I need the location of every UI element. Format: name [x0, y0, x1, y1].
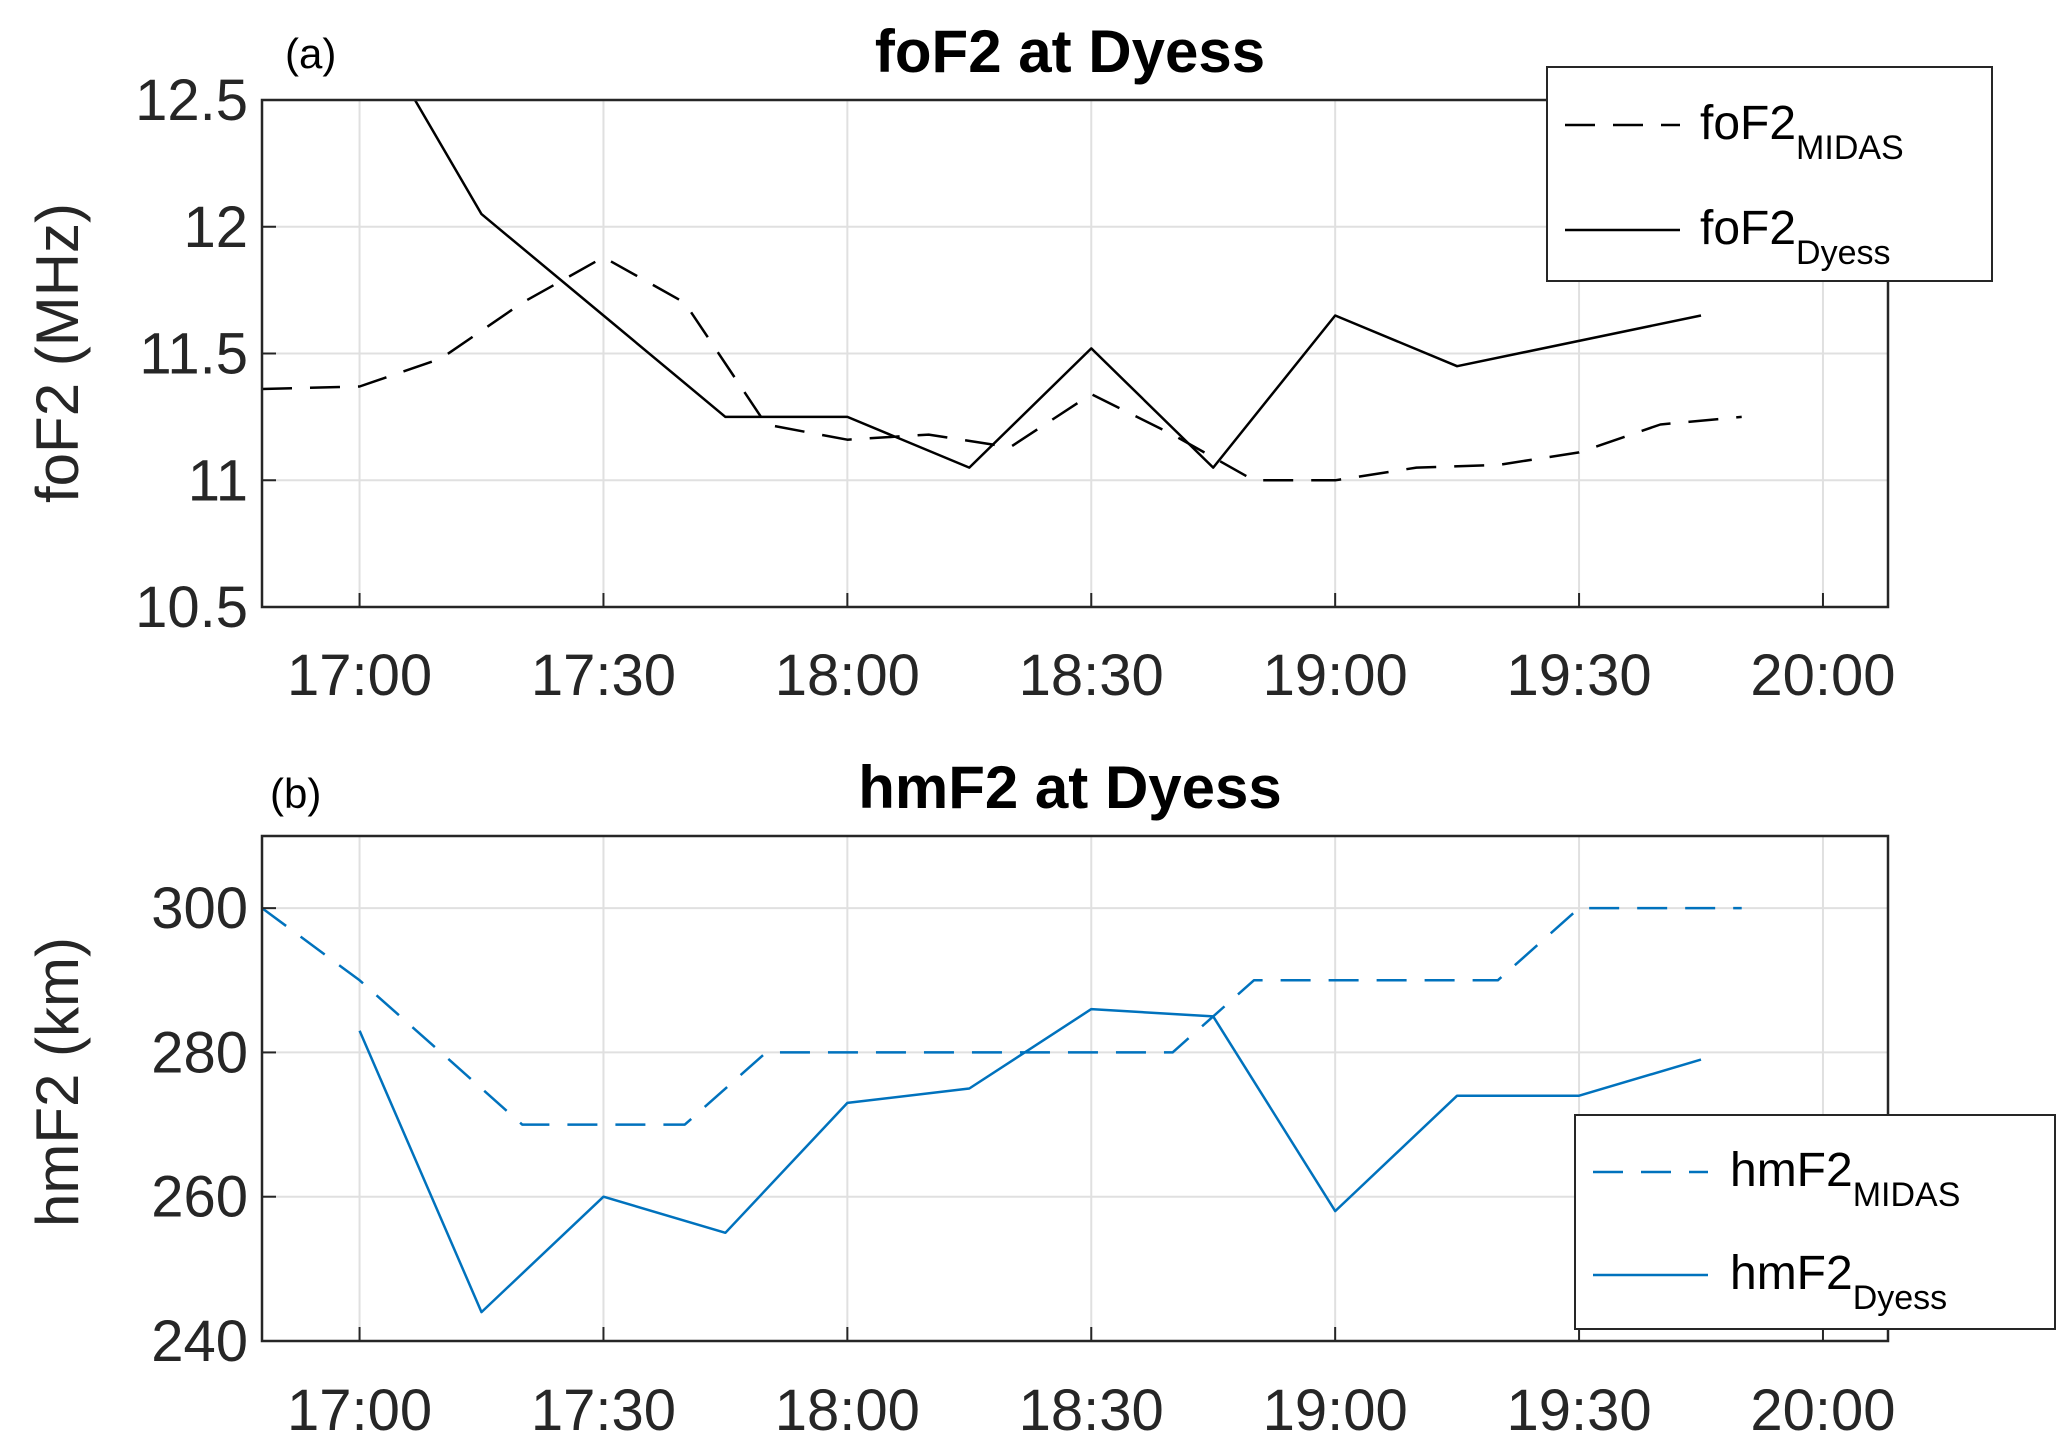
- x-tick-label: 19:00: [1263, 1378, 1408, 1443]
- x-tick-label: 18:30: [1019, 1378, 1164, 1443]
- series-line-hmf2-midas: [262, 906, 1742, 1126]
- x-tick-label: 18:00: [775, 1378, 920, 1443]
- panel-label-b: (b): [270, 770, 321, 817]
- x-tick-label: 19:30: [1506, 1378, 1651, 1443]
- y-axis-label-b: hmF2 (km): [24, 937, 91, 1227]
- y-tick-label: 12.5: [135, 68, 248, 133]
- y-tick-label: 240: [151, 1309, 248, 1374]
- x-tick-label: 17:00: [287, 643, 432, 708]
- x-tick-label: 20:00: [1750, 1378, 1895, 1443]
- y-tick-label: 12: [183, 195, 248, 260]
- x-tick-label: 17:00: [287, 1378, 432, 1443]
- chart-title-a: foF2 at Dyess: [875, 18, 1265, 85]
- axes-frame: [260, 834, 1890, 1343]
- panel-label-a: (a): [285, 30, 336, 77]
- x-tick-label: 18:00: [775, 643, 920, 708]
- series-line-fof2-midas: [262, 255, 1742, 482]
- legend-box: [1574, 1114, 2056, 1330]
- y-tick-label: 260: [151, 1165, 248, 1230]
- x-tick-label: 17:30: [531, 643, 676, 708]
- panel-a: 17:00 17:30 18:00 18:30 19:00 19:30 20:00 10.5 1…: [24, 18, 1993, 708]
- x-tick-label: 19:30: [1506, 643, 1651, 708]
- y-tick-label: 280: [151, 1020, 248, 1085]
- x-tick-label: 17:30: [531, 1378, 676, 1443]
- series-line-hmf2-dyess: [358, 1007, 1702, 1314]
- legend-box: [1546, 66, 1993, 282]
- panel-b: 17:00 17:30 18:00 18:30 19:00 19:30 20:00 240 26…: [24, 754, 2056, 1443]
- y-tick-label: 10.5: [135, 575, 248, 640]
- x-tick-label: 18:30: [1019, 643, 1164, 708]
- y-tick-label: 11.5: [139, 322, 248, 387]
- x-tick-label: 20:00: [1750, 643, 1895, 708]
- y-tick-label: 300: [151, 876, 248, 941]
- axes-frame: [260, 98, 1890, 609]
- series-line-fof2-dyess: [413, 100, 1702, 469]
- x-tick-label: 19:00: [1263, 643, 1408, 708]
- y-axis-label-a: foF2 (MHz): [24, 203, 91, 503]
- chart-title-b: hmF2 at Dyess: [858, 754, 1282, 821]
- y-tick-label: 11: [188, 448, 248, 513]
